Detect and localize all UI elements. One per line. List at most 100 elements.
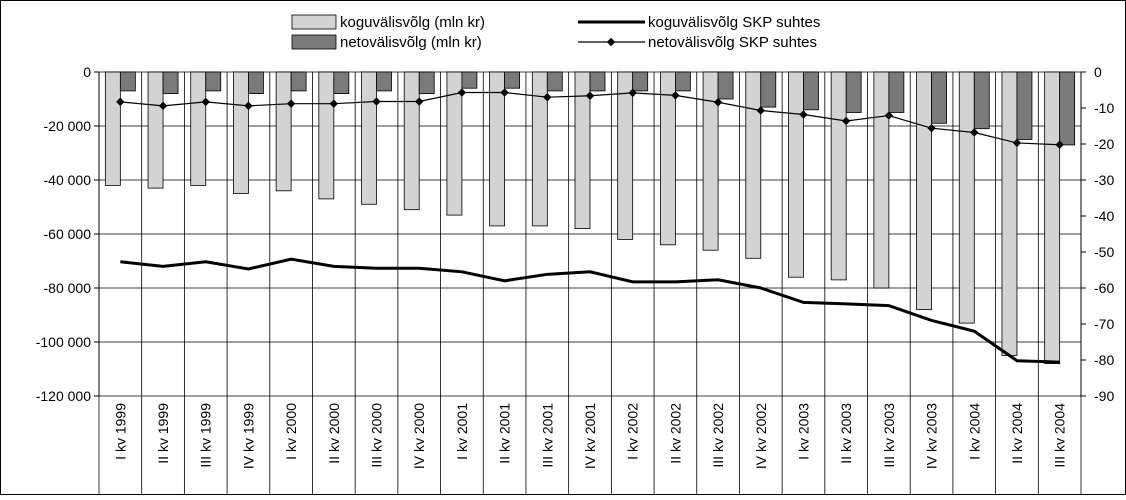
x-axis-category-label: I kv 2003 [795,403,811,460]
left-axis-tick-label: 0 [83,64,91,80]
bar-gross-debt [958,71,975,324]
right-axis-tick-label: -90 [1094,388,1114,404]
bar-gross-debt [1001,71,1018,356]
bar-gross-debt [446,71,463,216]
bar-series [104,71,1076,365]
x-axis-category-label: III kv 2002 [710,403,726,468]
bar-gross-debt [190,71,207,186]
x-axis-category-label: IV kv 2003 [924,403,940,469]
bar-net-debt [1059,71,1076,146]
x-axis-category-label: III kv 2003 [881,403,897,468]
marker-net-debt-gdp [116,97,125,107]
x-axis-category-label: II kv 2003 [838,403,854,464]
legend-label: netovälisvõlg SKP suhtes [648,34,817,51]
legend: koguvälisvõlg (mln kr) netovälisvõlg (mln… [291,14,820,51]
bar-net-debt [376,71,392,92]
bar-gross-debt [1044,71,1061,365]
bar-net-debt [461,71,478,89]
x-axis-category-label: I kv 2000 [283,403,299,460]
axes: 0 -20 000 -40 000 -60 000 -80 000 -100 000 -12… [36,64,1115,469]
bar-net-debt [973,71,990,130]
marker-net-debt-gdp [884,111,894,120]
x-axis-category-label: III kv 2001 [539,403,555,468]
bar-gross-debt [361,71,377,205]
bar-net-debt [674,71,691,92]
bar-net-debt [931,71,947,124]
line-series [116,88,1064,364]
bar-gross-debt [830,71,847,281]
bar-gross-debt [403,71,420,211]
right-axis-tick-label: -20 [1094,136,1114,152]
left-axis-tick-label: -60 000 [44,226,92,242]
right-axis-tick-label: -40 [1094,208,1114,224]
right-axis-tick-label: -30 [1094,172,1114,188]
right-axis-tick-label: -70 [1094,316,1114,332]
right-axis-tick-label: -10 [1094,100,1114,116]
marker-net-debt-gdp [841,116,851,126]
marker-net-debt-gdp [713,98,723,107]
bar-gross-debt [275,71,292,192]
marker-net-debt-gdp [799,110,808,119]
x-axis-category-label: I kv 2004 [966,403,982,460]
marker-net-debt-gdp [970,128,979,137]
marker-net-debt-gdp [500,88,509,97]
line-gross-debt-gdp [120,257,1060,364]
bar-gross-debt [104,71,121,186]
bar-net-debt [803,71,819,111]
legend-label: koguvälisvõlg (mln kr) [340,14,485,31]
left-axis-tick-label: -80 000 [44,280,92,296]
bar-gross-debt [531,71,548,227]
right-axis-tick-label: -60 [1094,280,1114,296]
bar-gross-debt [916,71,932,311]
right-axis-tick-label: -50 [1094,244,1114,260]
bar-gross-debt [659,71,676,246]
x-axis-category-label: II kv 2004 [1009,403,1025,464]
right-axis-tick-label: 0 [1094,64,1102,80]
marker-net-debt-gdp [372,97,381,106]
marker-net-debt-gdp [286,99,296,108]
bar-gross-debt [318,71,335,200]
x-axis-category-label: II kv 2001 [497,403,513,464]
legend-swatch [291,14,337,30]
marker-net-debt-gdp [543,93,552,102]
bar-net-debt [418,71,435,95]
x-axis-category-label: I kv 2002 [625,403,641,460]
x-axis-category-label: III kv 1999 [198,403,214,468]
bar-gross-debt [574,71,591,230]
x-axis-category-label: II kv 2000 [326,403,342,464]
bar-gross-debt [147,71,164,189]
bar-net-debt [248,71,264,95]
x-axis-category-label: I kv 1999 [112,403,128,460]
bar-gross-debt [617,71,634,240]
left-axis-tick-label: -20 000 [44,118,92,134]
x-axis-category-label: IV kv 2000 [411,403,427,469]
bar-net-debt [333,71,350,95]
left-axis-tick-label: -40 000 [44,172,92,188]
bar-gross-debt [702,71,719,251]
x-axis-category-label: IV kv 2002 [753,403,769,469]
marker-net-debt-gdp [244,101,253,111]
bar-gross-debt [745,71,762,259]
bar-gross-debt [233,71,249,194]
x-axis-category-label: III kv 2004 [1052,403,1068,468]
bar-net-debt [632,71,649,92]
x-axis-category-label: II kv 2002 [667,403,683,464]
bar-net-debt [888,71,905,113]
x-axis-category-label: III kv 2000 [369,403,385,468]
right-axis-tick-label: -80 [1094,352,1114,368]
marker-net-debt-gdp [671,91,680,100]
marker-net-debt-gdp [585,91,595,100]
x-axis-category-label: IV kv 1999 [240,403,256,469]
left-axis-tick-label: -100 000 [36,334,91,350]
bar-net-debt [845,71,862,113]
bar-net-debt [760,71,777,108]
legend-label: netovälisvõlg (mln kr) [340,34,482,51]
bar-net-debt [589,71,606,92]
bar-gross-debt [489,71,506,227]
bar-net-debt [717,71,734,100]
x-axis-category-label: II kv 1999 [155,403,171,464]
marker-net-debt-gdp [628,88,637,98]
bar-net-debt [546,71,563,92]
